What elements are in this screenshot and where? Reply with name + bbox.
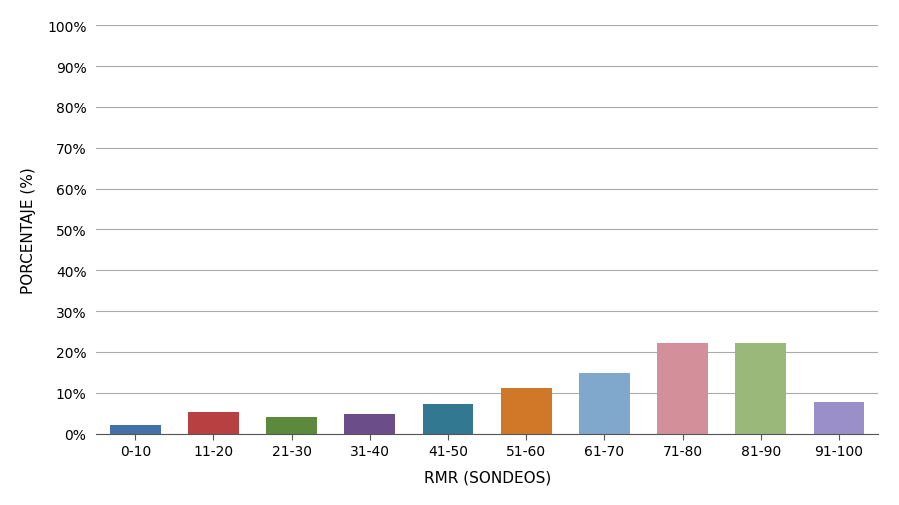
Bar [657, 344, 708, 434]
X-axis label: RMR (SONDEOS): RMR (SONDEOS) [423, 469, 551, 484]
Bar [344, 414, 396, 434]
Y-axis label: PORCENTAJE (%): PORCENTAJE (%) [21, 167, 36, 293]
Bar [266, 417, 317, 434]
Bar [814, 402, 865, 434]
Bar [501, 388, 552, 434]
Bar [188, 413, 239, 434]
Bar [423, 405, 474, 434]
Bar [579, 374, 630, 434]
Bar [110, 426, 161, 434]
Bar [735, 344, 787, 434]
